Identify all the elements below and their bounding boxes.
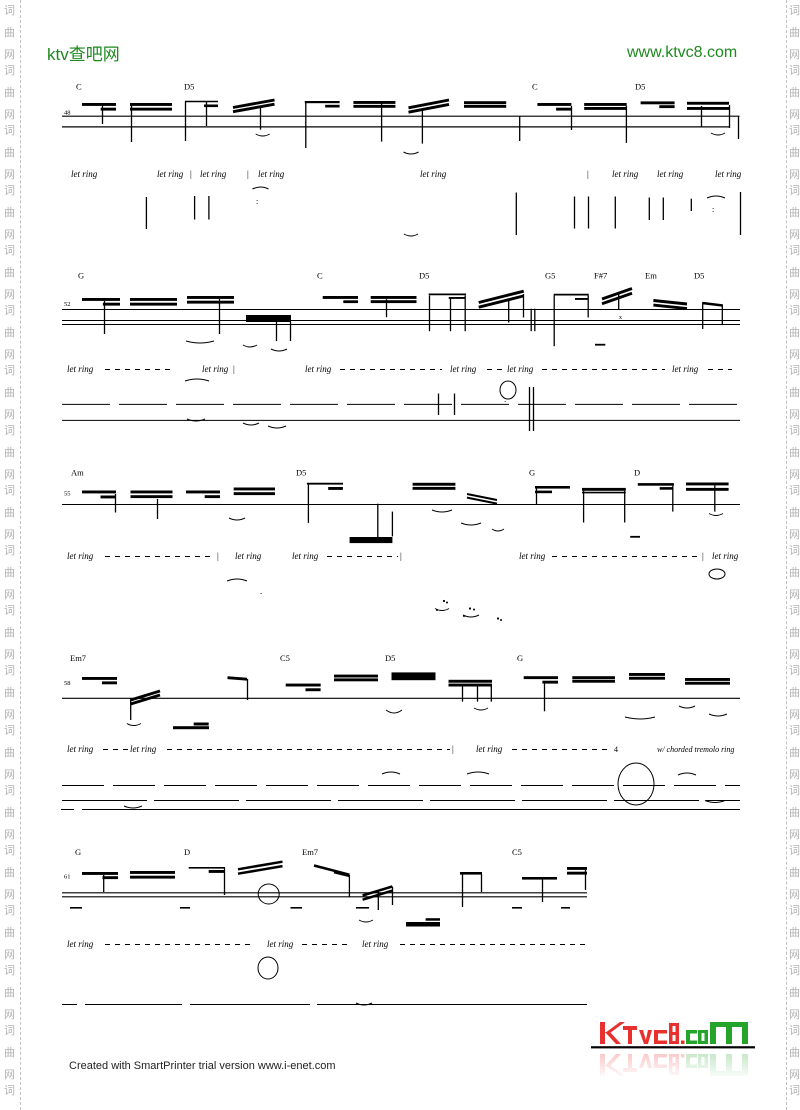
svg-text:x: x bbox=[619, 315, 622, 321]
svg-text:let ring: let ring bbox=[200, 169, 227, 179]
svg-text:|: | bbox=[190, 169, 192, 179]
svg-text:|: | bbox=[217, 551, 219, 561]
svg-text:|: | bbox=[702, 551, 704, 561]
svg-text:Em7: Em7 bbox=[302, 847, 318, 857]
svg-text:D5: D5 bbox=[296, 468, 306, 478]
svg-text:let ring: let ring bbox=[202, 364, 229, 374]
svg-text:D5: D5 bbox=[385, 653, 395, 663]
svg-text:let ring: let ring bbox=[67, 551, 94, 561]
svg-text::: : bbox=[504, 395, 506, 404]
svg-text:G: G bbox=[75, 847, 81, 857]
svg-text:|: | bbox=[233, 364, 235, 374]
svg-text:4: 4 bbox=[614, 745, 618, 754]
svg-text:Em7: Em7 bbox=[70, 653, 86, 663]
svg-text:w/ chorded tremolo ring: w/ chorded tremolo ring bbox=[657, 745, 734, 754]
svg-text:let ring: let ring bbox=[67, 744, 94, 754]
svg-text:let ring: let ring bbox=[67, 939, 94, 949]
svg-text:let ring: let ring bbox=[420, 169, 447, 179]
svg-text:let ring: let ring bbox=[67, 364, 94, 374]
svg-text:52: 52 bbox=[64, 301, 71, 308]
svg-text:D5: D5 bbox=[694, 271, 704, 281]
svg-text:let ring: let ring bbox=[305, 364, 332, 374]
svg-text:let ring: let ring bbox=[71, 169, 98, 179]
svg-text:let ring: let ring bbox=[235, 551, 262, 561]
svg-text:48: 48 bbox=[64, 110, 71, 117]
svg-text:let ring: let ring bbox=[267, 939, 294, 949]
svg-text::: : bbox=[712, 205, 714, 214]
svg-text:|: | bbox=[587, 169, 589, 179]
svg-text:|: | bbox=[247, 169, 249, 179]
svg-text:let ring: let ring bbox=[476, 744, 503, 754]
svg-text:|: | bbox=[400, 551, 402, 561]
svg-text:D5: D5 bbox=[635, 82, 645, 92]
svg-text:C: C bbox=[317, 271, 323, 281]
svg-text:Em: Em bbox=[645, 271, 657, 281]
svg-text:61: 61 bbox=[64, 874, 71, 881]
svg-text:G: G bbox=[78, 271, 84, 281]
svg-text:let ring: let ring bbox=[657, 169, 684, 179]
svg-text:55: 55 bbox=[64, 491, 71, 498]
svg-text:G5: G5 bbox=[545, 271, 555, 281]
svg-text:let ring: let ring bbox=[712, 551, 739, 561]
svg-text:C5: C5 bbox=[280, 653, 290, 663]
svg-text:Created with SmartPrinter tria: Created with SmartPrinter trial version … bbox=[69, 1060, 336, 1072]
svg-text:D: D bbox=[184, 847, 190, 857]
svg-text:|: | bbox=[452, 744, 454, 754]
svg-text:let ring: let ring bbox=[507, 364, 534, 374]
svg-text:D5: D5 bbox=[184, 82, 194, 92]
svg-text:let ring: let ring bbox=[672, 364, 699, 374]
svg-text:58: 58 bbox=[64, 680, 71, 687]
svg-text:let ring: let ring bbox=[450, 364, 477, 374]
svg-text::: : bbox=[256, 197, 258, 206]
svg-text:D5: D5 bbox=[419, 271, 429, 281]
svg-text:let ring: let ring bbox=[612, 169, 639, 179]
svg-text:let ring: let ring bbox=[157, 169, 184, 179]
svg-text:C: C bbox=[532, 82, 538, 92]
svg-text:let ring: let ring bbox=[258, 169, 285, 179]
svg-text:let ring: let ring bbox=[362, 939, 389, 949]
svg-text:let ring: let ring bbox=[130, 744, 157, 754]
svg-text:let ring: let ring bbox=[715, 169, 742, 179]
svg-text:C5: C5 bbox=[512, 847, 522, 857]
svg-text:D: D bbox=[634, 468, 640, 478]
svg-text:C: C bbox=[76, 82, 82, 92]
svg-text:let ring: let ring bbox=[292, 551, 319, 561]
svg-text:let ring: let ring bbox=[519, 551, 546, 561]
svg-text:Am: Am bbox=[71, 468, 84, 478]
svg-text:F#7: F#7 bbox=[594, 271, 607, 281]
svg-text:G: G bbox=[517, 653, 523, 663]
svg-text:G: G bbox=[529, 468, 535, 478]
svg-text:.: . bbox=[260, 586, 262, 596]
